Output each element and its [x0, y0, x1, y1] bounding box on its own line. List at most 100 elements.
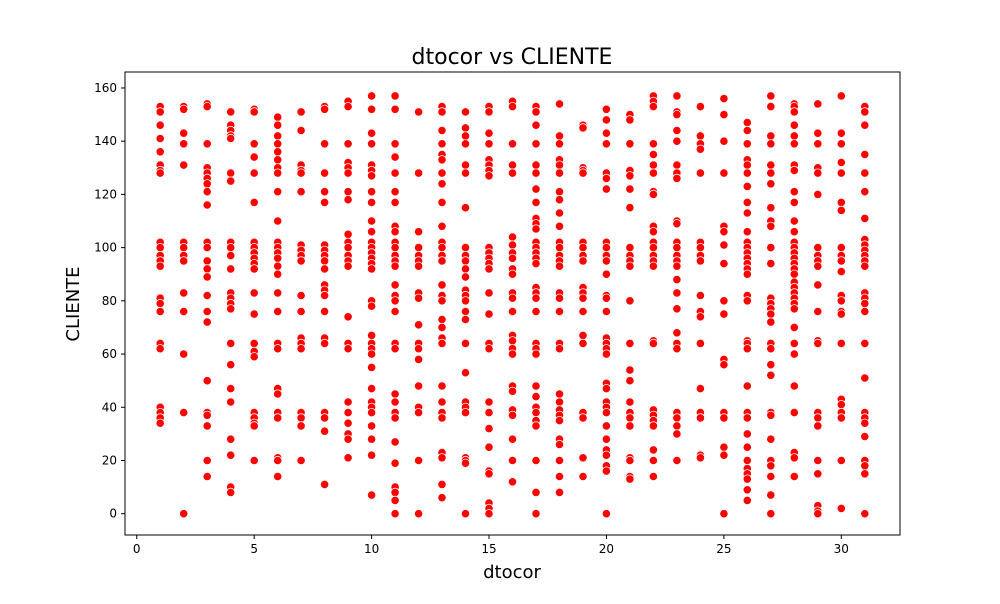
data-point	[249, 139, 259, 149]
data-point	[507, 306, 518, 317]
data-point	[531, 184, 541, 194]
data-point	[860, 418, 870, 428]
data-point	[672, 125, 682, 136]
data-point	[437, 397, 447, 407]
data-point	[460, 306, 471, 317]
data-point	[226, 251, 236, 261]
data-point	[366, 349, 377, 359]
data-point	[789, 187, 799, 197]
data-point	[836, 399, 846, 410]
data-point	[695, 338, 706, 348]
data-point	[813, 455, 823, 466]
data-point	[648, 471, 659, 482]
data-point	[296, 421, 306, 431]
data-point	[695, 453, 706, 463]
data-point	[390, 437, 400, 447]
data-point	[766, 490, 776, 500]
data-point	[390, 168, 400, 178]
data-point	[460, 203, 471, 213]
data-point	[460, 407, 471, 418]
data-point	[625, 455, 635, 466]
data-point	[625, 296, 635, 306]
data-point	[273, 389, 283, 399]
data-point	[672, 304, 682, 314]
data-point	[813, 469, 823, 479]
data-point	[437, 243, 447, 253]
data-point	[437, 453, 447, 463]
data-point	[390, 458, 400, 468]
data-point	[766, 179, 776, 189]
data-point	[413, 344, 424, 354]
x-tick-label: 30	[834, 542, 849, 556]
data-point	[860, 261, 870, 271]
data-point	[390, 487, 400, 497]
data-point	[766, 131, 776, 141]
y-axis-label: CLIENTE	[63, 266, 84, 341]
data-point	[460, 139, 471, 149]
data-point	[766, 509, 776, 519]
data-point	[366, 139, 377, 149]
data-point	[578, 306, 588, 317]
data-point	[860, 168, 870, 178]
data-point	[860, 298, 870, 309]
data-point	[860, 469, 870, 479]
data-point	[719, 360, 729, 370]
data-point	[860, 213, 870, 223]
data-point	[531, 306, 541, 317]
data-point	[742, 344, 752, 354]
data-point	[695, 168, 706, 178]
data-point	[366, 301, 377, 311]
data-point	[179, 306, 189, 317]
data-point	[601, 243, 612, 253]
data-point	[648, 227, 659, 237]
data-point	[742, 208, 752, 218]
data-point	[366, 330, 377, 340]
data-point	[179, 139, 189, 149]
data-point	[766, 258, 776, 269]
data-point	[179, 128, 189, 138]
data-point	[507, 139, 518, 149]
data-point	[202, 102, 212, 112]
data-point	[625, 338, 635, 348]
data-point	[179, 160, 189, 170]
data-point	[343, 407, 353, 418]
data-point	[484, 128, 494, 138]
data-point	[202, 376, 212, 386]
data-point	[789, 322, 799, 332]
data-point	[507, 240, 518, 250]
data-point	[413, 381, 424, 391]
data-point	[343, 312, 353, 322]
data-point	[507, 477, 518, 487]
data-point	[789, 453, 799, 463]
data-point	[390, 389, 400, 399]
data-point	[719, 227, 729, 237]
data-point	[813, 168, 823, 178]
data-point	[695, 131, 706, 141]
data-point	[625, 243, 635, 253]
data-point	[625, 413, 635, 423]
data-point	[742, 485, 752, 495]
data-point	[554, 243, 565, 253]
data-point	[766, 309, 776, 319]
data-point	[249, 168, 259, 178]
data-point	[766, 434, 776, 444]
data-point	[343, 453, 353, 463]
data-point	[343, 434, 353, 444]
data-point	[202, 471, 212, 482]
data-point	[719, 296, 729, 306]
data-point	[742, 125, 752, 136]
data-point	[437, 322, 447, 332]
data-point	[531, 107, 541, 117]
x-axis-ticks: 0 5 10 15 20 25 30	[133, 535, 849, 556]
data-point	[273, 147, 283, 157]
data-point	[460, 272, 471, 282]
data-point	[507, 160, 518, 170]
data-point	[507, 232, 518, 242]
data-point	[554, 415, 565, 426]
data-point	[789, 471, 799, 482]
data-point	[413, 261, 424, 271]
x-tick-label: 0	[133, 542, 141, 556]
data-point	[202, 243, 212, 253]
data-point	[601, 173, 612, 183]
data-point	[343, 195, 353, 205]
